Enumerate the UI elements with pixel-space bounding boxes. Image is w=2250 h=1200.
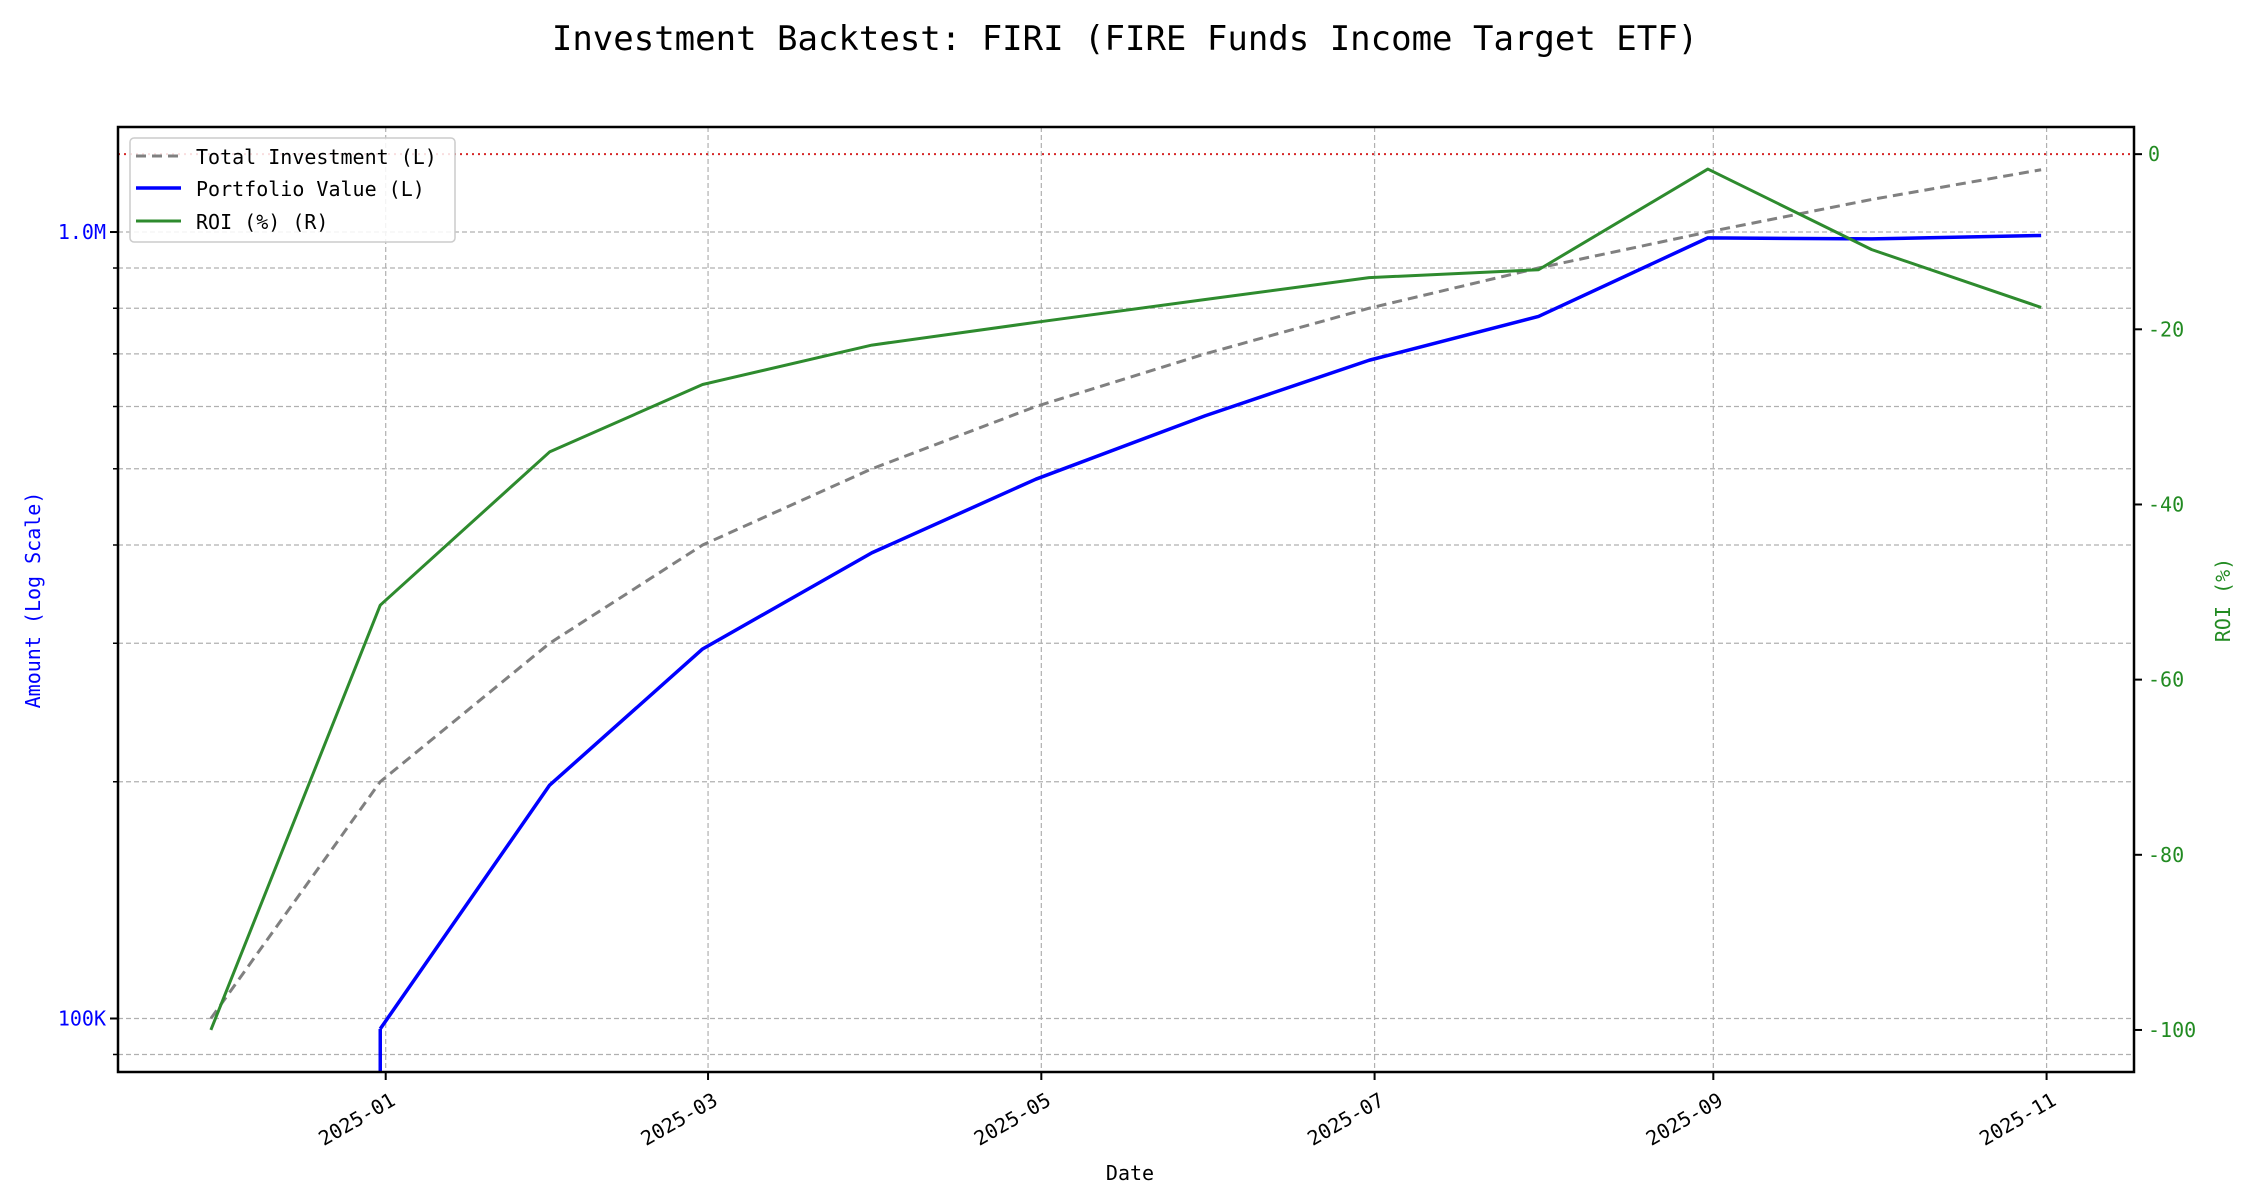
legend-box (129, 137, 456, 243)
legend-label-portfolio-value: Portfolio Value (L) (196, 177, 425, 201)
legend: Total Investment (L) Portfolio Value (L)… (129, 137, 456, 243)
y-axis-left-label: Amount (Log Scale) (21, 492, 45, 709)
x-tick-label: 2025-11 (1975, 1088, 2060, 1151)
x-tick-label: 2025-03 (637, 1088, 722, 1151)
x-tick-label: 2025-09 (1642, 1088, 1727, 1151)
y-left-tick-label: 1.0M (58, 220, 106, 244)
plot-frame (116, 125, 2136, 1074)
x-tick-label: 2025-05 (970, 1088, 1055, 1151)
y-axis-left: 100K 1.0M (58, 220, 118, 1056)
total-investment-line (209, 168, 2042, 1020)
legend-label-total-investment: Total Investment (L) (196, 145, 437, 169)
y-right-tick-label: -100 (2148, 1018, 2196, 1042)
roi-line (209, 167, 2042, 1031)
x-tick-label: 2025-07 (1303, 1088, 1388, 1151)
legend-label-roi: ROI (%) (R) (196, 210, 328, 234)
y-right-tick-label: -60 (2148, 668, 2184, 692)
portfolio-value-line (378, 233, 2042, 1030)
y-right-tick-label: -20 (2148, 317, 2184, 341)
x-axis: 2025-01 2025-03 2025-05 2025-07 2025-09 2025-… (314, 1072, 2060, 1151)
grid (118, 127, 2134, 1072)
x-tick-label: 2025-01 (314, 1088, 399, 1151)
y-axis-right: 0 -20 -40 -60 -80 -100 (2134, 142, 2196, 1042)
x-axis-label: Date (1106, 1161, 1154, 1185)
series-lines (209, 167, 2042, 1072)
y-right-tick-label: -80 (2148, 843, 2184, 867)
y-right-tick-label: -40 (2148, 492, 2184, 516)
y-right-tick-label: 0 (2148, 142, 2160, 166)
y-axis-right-label: ROI (%) (2211, 558, 2235, 642)
y-left-tick-label: 100K (58, 1006, 106, 1030)
chart-title: Investment Backtest: FIRI (FIRE Funds In… (552, 19, 1698, 59)
